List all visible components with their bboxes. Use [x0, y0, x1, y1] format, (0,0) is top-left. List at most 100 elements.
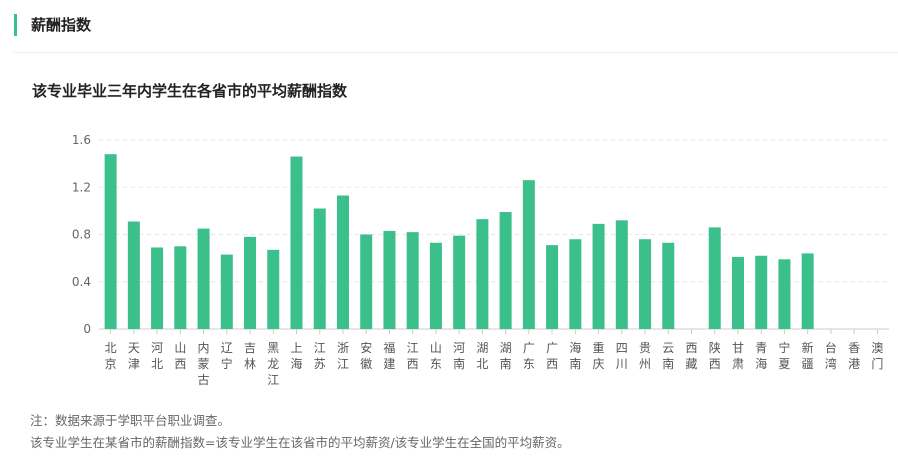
x-tick-label: 东 — [523, 357, 535, 371]
x-tick-label: 湖 — [476, 340, 488, 355]
bar-黑龙江 — [267, 249, 280, 329]
bar-甘肃 — [731, 256, 744, 329]
x-tick-label: 辽 — [221, 341, 233, 355]
bar-海南 — [569, 239, 582, 329]
bar-宁夏 — [778, 259, 791, 329]
bar-陕西 — [708, 227, 721, 329]
x-tick-label: 贵 — [639, 341, 651, 355]
x-tick-label: 徽 — [360, 356, 372, 371]
bar-北京 — [104, 154, 117, 329]
x-tick-label: 肃 — [732, 357, 744, 371]
x-tick-label: 河 — [151, 341, 163, 355]
x-tick-label: 西 — [685, 341, 697, 355]
y-tick-label: 0 — [83, 322, 91, 336]
bar-福建 — [383, 230, 396, 329]
bar-湖北 — [476, 219, 489, 329]
x-tick-label: 西 — [407, 357, 419, 371]
x-tick-label: 海 — [290, 356, 302, 371]
x-tick-label: 浙 — [337, 341, 349, 355]
x-tick-label: 川 — [616, 357, 628, 371]
x-tick-label: 南 — [569, 356, 581, 371]
bar-安徽 — [360, 234, 373, 329]
bar-广西 — [546, 245, 559, 329]
x-tick-label: 港 — [848, 357, 860, 371]
bar-内蒙古 — [197, 228, 210, 329]
x-tick-label: 青 — [755, 341, 767, 355]
bar-上海 — [290, 156, 303, 329]
x-tick-label: 宁 — [778, 340, 790, 355]
x-tick-label: 广 — [523, 341, 535, 355]
section-title: 薪酬指数 — [14, 14, 91, 36]
x-tick-label: 湖 — [500, 340, 512, 355]
x-tick-label: 西 — [174, 357, 186, 371]
x-tick-label: 江 — [314, 341, 326, 355]
bar-天津 — [127, 221, 140, 329]
bar-山东 — [429, 242, 442, 329]
x-tick-label: 上 — [290, 341, 302, 355]
bar-河北 — [151, 247, 164, 329]
x-tick-label: 台 — [825, 340, 837, 355]
x-tick-label: 宁 — [221, 356, 233, 371]
x-tick-label: 西 — [546, 357, 558, 371]
x-tick-label: 海 — [569, 340, 581, 355]
x-tick-label: 北 — [105, 341, 117, 355]
x-tick-label: 云 — [662, 341, 674, 355]
bar-辽宁 — [220, 254, 233, 329]
y-tick-label: 1.6 — [72, 133, 91, 147]
x-tick-label: 龙 — [267, 357, 279, 371]
x-tick-label: 内 — [198, 341, 210, 355]
bar-浙江 — [336, 195, 349, 329]
x-tick-label: 门 — [871, 356, 883, 371]
note-source: 注：数据来源于学职平台职业调查。 — [30, 413, 231, 428]
bar-湖南 — [499, 212, 512, 329]
y-tick-label: 0.8 — [72, 228, 91, 242]
bar-重庆 — [592, 223, 605, 329]
x-tick-label: 津 — [128, 357, 140, 371]
bar-吉林 — [244, 236, 257, 329]
x-tick-label: 疆 — [802, 357, 814, 371]
x-tick-label: 古 — [198, 372, 210, 387]
x-tick-label: 澳 — [871, 341, 883, 355]
bar-河南 — [453, 235, 466, 329]
x-tick-label: 四 — [616, 341, 628, 355]
x-tick-label: 北 — [151, 357, 163, 371]
bar-青海 — [755, 255, 768, 329]
x-tick-label: 东 — [430, 357, 442, 371]
x-tick-label: 山 — [430, 341, 442, 355]
x-tick-label: 安 — [360, 340, 372, 355]
x-tick-label: 甘 — [732, 341, 744, 355]
x-tick-label: 北 — [476, 357, 488, 371]
x-tick-label: 新 — [802, 340, 814, 355]
x-tick-label: 广 — [546, 341, 558, 355]
x-tick-label: 夏 — [778, 357, 790, 371]
x-tick-label: 建 — [383, 357, 395, 371]
x-tick-label: 南 — [662, 356, 674, 371]
x-tick-label: 苏 — [314, 357, 326, 371]
bar-四川 — [615, 220, 628, 329]
note-formula: 该专业学生在某省市的薪酬指数=该专业学生在该省市的平均薪资/该专业学生在全国的平… — [30, 435, 570, 450]
x-tick-label: 南 — [453, 356, 465, 371]
x-tick-label: 京 — [105, 357, 117, 371]
bar-chart: 00.40.81.21.6北京天津河北山西内蒙古辽宁吉林黑龙江上海江苏浙江安徽福… — [72, 133, 889, 387]
x-tick-label: 林 — [244, 357, 256, 371]
x-tick-label: 天 — [128, 341, 140, 355]
x-tick-label: 海 — [755, 356, 767, 371]
x-tick-label: 陕 — [709, 340, 721, 355]
x-tick-label: 江 — [337, 357, 349, 371]
x-tick-label: 湾 — [825, 356, 837, 371]
x-tick-label: 黑 — [267, 341, 279, 355]
bar-贵州 — [639, 239, 652, 329]
x-tick-label: 山 — [174, 341, 186, 355]
y-tick-label: 1.2 — [72, 180, 91, 194]
y-tick-label: 0.4 — [72, 275, 91, 289]
x-tick-label: 河 — [453, 341, 465, 355]
bar-广东 — [522, 180, 535, 329]
x-tick-label: 吉 — [244, 341, 256, 355]
chart-title: 该专业毕业三年内学生在各省市的平均薪酬指数 — [32, 82, 348, 100]
divider — [14, 52, 898, 53]
bar-山西 — [174, 246, 187, 329]
x-tick-label: 江 — [407, 341, 419, 355]
bar-江西 — [406, 232, 419, 329]
x-tick-label: 西 — [709, 357, 721, 371]
bar-江苏 — [313, 208, 326, 329]
